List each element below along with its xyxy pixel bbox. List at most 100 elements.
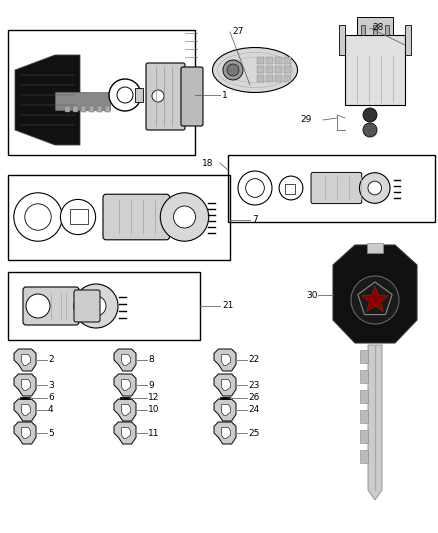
- Text: 30: 30: [306, 290, 318, 300]
- Circle shape: [25, 204, 51, 230]
- Bar: [266, 66, 273, 73]
- Bar: [275, 57, 282, 64]
- Bar: [339, 25, 345, 55]
- Polygon shape: [114, 399, 136, 421]
- Polygon shape: [22, 427, 31, 439]
- Bar: [55, 92, 110, 110]
- Circle shape: [152, 90, 164, 102]
- Bar: [89, 106, 94, 112]
- FancyBboxPatch shape: [311, 172, 362, 204]
- Polygon shape: [14, 349, 36, 371]
- Bar: [8, 30, 195, 155]
- Circle shape: [14, 193, 62, 241]
- Circle shape: [74, 284, 118, 328]
- Text: 22: 22: [248, 356, 259, 365]
- Bar: [70, 208, 88, 224]
- Polygon shape: [14, 422, 36, 444]
- Circle shape: [117, 87, 133, 103]
- Bar: [275, 75, 282, 82]
- Circle shape: [363, 123, 377, 137]
- Text: 2: 2: [48, 356, 53, 365]
- Bar: [257, 75, 264, 82]
- Circle shape: [368, 181, 381, 195]
- Bar: [81, 106, 86, 112]
- Text: 4: 4: [48, 406, 53, 415]
- Polygon shape: [122, 354, 131, 366]
- Text: 18: 18: [202, 158, 213, 167]
- FancyBboxPatch shape: [74, 290, 100, 322]
- Polygon shape: [122, 405, 131, 416]
- Circle shape: [351, 276, 399, 324]
- Bar: [284, 57, 291, 64]
- Text: 5: 5: [48, 429, 54, 438]
- Bar: [284, 75, 291, 82]
- FancyBboxPatch shape: [23, 287, 79, 325]
- Circle shape: [173, 206, 195, 228]
- Polygon shape: [362, 286, 389, 311]
- Text: 27: 27: [232, 28, 244, 36]
- Bar: [360, 430, 368, 443]
- FancyBboxPatch shape: [181, 67, 203, 126]
- Polygon shape: [22, 354, 31, 366]
- Text: 29: 29: [300, 116, 311, 125]
- Polygon shape: [122, 427, 131, 439]
- Bar: [266, 57, 273, 64]
- Bar: [266, 75, 273, 82]
- Polygon shape: [222, 405, 230, 416]
- Polygon shape: [214, 374, 236, 396]
- Bar: [367, 243, 383, 253]
- Circle shape: [160, 193, 208, 241]
- Text: 6: 6: [48, 393, 54, 402]
- Polygon shape: [122, 379, 131, 391]
- Text: 23: 23: [248, 381, 259, 390]
- Bar: [73, 106, 78, 112]
- Bar: [361, 25, 365, 35]
- Text: 8: 8: [148, 356, 154, 365]
- Polygon shape: [333, 245, 417, 343]
- FancyBboxPatch shape: [103, 194, 170, 240]
- Bar: [373, 25, 377, 35]
- Polygon shape: [222, 354, 230, 366]
- Bar: [360, 390, 368, 403]
- Circle shape: [360, 173, 390, 203]
- Text: 11: 11: [148, 429, 159, 438]
- Polygon shape: [14, 399, 36, 421]
- Circle shape: [279, 176, 303, 200]
- Bar: [65, 106, 70, 112]
- Polygon shape: [15, 55, 80, 145]
- Text: 12: 12: [148, 393, 159, 402]
- Bar: [360, 410, 368, 423]
- Polygon shape: [222, 379, 230, 391]
- Bar: [284, 66, 291, 73]
- Bar: [360, 350, 368, 363]
- Polygon shape: [114, 349, 136, 371]
- FancyBboxPatch shape: [146, 63, 185, 130]
- Bar: [105, 106, 110, 112]
- Circle shape: [109, 79, 141, 111]
- Bar: [405, 25, 411, 55]
- Bar: [257, 57, 264, 64]
- Polygon shape: [214, 399, 236, 421]
- Circle shape: [60, 199, 95, 235]
- Bar: [385, 25, 389, 35]
- Polygon shape: [368, 345, 382, 500]
- Text: 21: 21: [222, 302, 233, 311]
- Bar: [360, 450, 368, 463]
- Circle shape: [227, 64, 239, 76]
- Circle shape: [238, 171, 272, 205]
- Circle shape: [223, 60, 243, 80]
- Bar: [360, 370, 368, 383]
- Bar: [8, 175, 230, 260]
- Polygon shape: [14, 374, 36, 396]
- Bar: [357, 17, 393, 35]
- Bar: [135, 88, 143, 102]
- Polygon shape: [114, 374, 136, 396]
- Bar: [97, 106, 102, 112]
- Bar: [285, 184, 295, 194]
- Ellipse shape: [212, 47, 297, 93]
- Text: 3: 3: [48, 381, 54, 390]
- Polygon shape: [22, 405, 31, 416]
- Polygon shape: [22, 379, 31, 391]
- Text: 28: 28: [372, 23, 383, 33]
- Bar: [275, 66, 282, 73]
